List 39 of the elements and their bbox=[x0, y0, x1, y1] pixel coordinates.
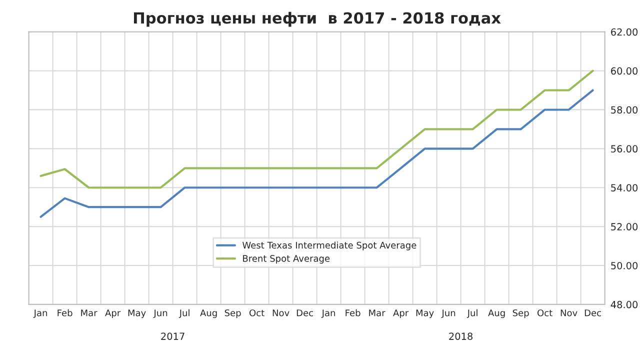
line-series bbox=[40, 89, 594, 218]
x-tick-label: Jul bbox=[178, 309, 190, 318]
y-tick-label: 48.00 bbox=[610, 300, 638, 308]
y-tick-label: 58.00 bbox=[611, 106, 638, 114]
y-tick-label: 50.00 bbox=[611, 262, 638, 270]
y-tick-label: 60.00 bbox=[611, 67, 638, 75]
x-tick-label: Sep bbox=[512, 309, 529, 318]
y-tick-label: 54.00 bbox=[611, 184, 638, 192]
x-tick-label: Aug bbox=[488, 310, 505, 318]
x-tick-label: Feb bbox=[346, 309, 360, 316]
x-tick-label: Dec bbox=[296, 310, 313, 316]
x-tick-label: Aug bbox=[200, 310, 217, 318]
y-tick-label: 52.00 bbox=[611, 223, 638, 230]
x-tick-label: Oct bbox=[538, 309, 552, 316]
y-tick-label: 56.00 bbox=[611, 145, 638, 153]
x-tick-label: Jun bbox=[153, 310, 168, 318]
x-tick-label: Apr bbox=[393, 310, 409, 318]
text: 2017 bbox=[161, 332, 184, 340]
chart-title: Прогноз цены нефти в 2017 - 2018 годах bbox=[134, 12, 501, 27]
line-series bbox=[40, 70, 594, 189]
legend-label: Brent Spot Average bbox=[243, 255, 330, 264]
x-tick-label: May bbox=[416, 310, 434, 318]
x-tick-label: Jan bbox=[321, 310, 335, 318]
x-tick-label: Nov bbox=[272, 310, 290, 316]
x-tick-label: Apr bbox=[105, 310, 121, 318]
x-tick-label: Dec bbox=[584, 310, 601, 316]
text: 2018 bbox=[449, 332, 473, 340]
x-tick-label: Oct bbox=[250, 309, 264, 316]
x-tick-label: Mar bbox=[369, 310, 386, 316]
legend-label: West Texas Intermediate Spot Average bbox=[242, 242, 416, 250]
x-tick-label: May bbox=[128, 310, 146, 318]
x-tick-label: Sep bbox=[224, 309, 241, 318]
x-tick-label: Feb bbox=[58, 309, 72, 316]
x-tick-label: Mar bbox=[81, 310, 98, 316]
x-tick-label: Jun bbox=[441, 310, 456, 318]
y-tick-label: 62.00 bbox=[611, 28, 638, 36]
x-tick-label: Nov bbox=[560, 310, 578, 316]
x-tick-label: Jan bbox=[33, 310, 47, 318]
x-tick-label: Jul bbox=[466, 309, 478, 318]
